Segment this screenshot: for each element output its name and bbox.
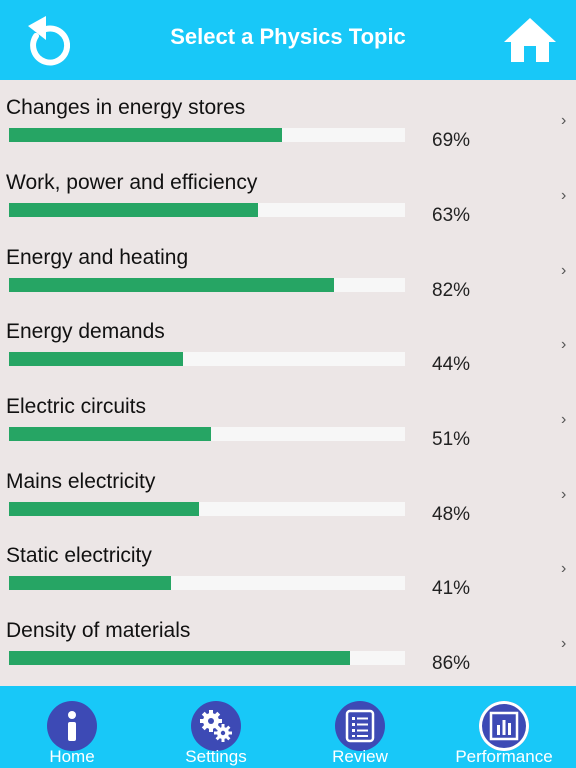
tab-label: Settings (185, 747, 247, 766)
progress-fill (9, 651, 350, 665)
topic-label: Work, power and efficiency (6, 171, 258, 194)
tab-home[interactable]: Home (12, 686, 132, 768)
topic-label: Energy and heating (6, 246, 189, 269)
topic-percent: 69% (432, 130, 471, 151)
topic-label: Mains electricity (6, 470, 156, 493)
topic-percent: 48% (432, 504, 471, 525)
progress-track (9, 128, 405, 142)
header-bar: Select a Physics Topic (0, 0, 576, 80)
topic-row[interactable]: Mains electricity 48% › (0, 460, 576, 534)
back-arrow-icon (28, 16, 71, 66)
topic-percent: 44% (432, 354, 471, 375)
topic-percent: 41% (432, 578, 471, 599)
chevron-right-icon: › (561, 187, 567, 204)
bar-chart-icon (479, 701, 529, 751)
progress-fill (9, 427, 211, 441)
topic-label: Energy demands (6, 320, 165, 343)
home-button[interactable] (502, 16, 558, 66)
progress-fill (9, 352, 184, 366)
topic-label: Changes in energy stores (6, 96, 246, 119)
progress-fill (9, 502, 200, 516)
checklist-icon (335, 701, 385, 751)
topic-row[interactable]: Energy and heating 82% › (0, 236, 576, 310)
progress-track (9, 427, 405, 441)
progress-track (9, 352, 405, 366)
topic-label: Electric circuits (6, 395, 147, 418)
chevron-right-icon: › (561, 560, 567, 577)
topic-list: Changes in energy stores 69% › Work, pow… (0, 80, 576, 686)
topic-label: Density of materials (6, 619, 191, 642)
topic-row[interactable]: Static electricity 41% › (0, 534, 576, 608)
progress-fill (9, 576, 172, 590)
home-icon (504, 18, 556, 62)
progress-track (9, 203, 405, 217)
tab-label: Home (49, 747, 95, 766)
gears-icon (191, 701, 241, 751)
tab-review[interactable]: Review (300, 686, 420, 768)
progress-track (9, 576, 405, 590)
tab-bar: Home Settings (0, 686, 576, 768)
info-icon (47, 701, 97, 751)
chevron-right-icon: › (561, 112, 567, 129)
topic-label: Static electricity (6, 544, 152, 567)
chevron-right-icon: › (561, 336, 567, 353)
progress-track (9, 651, 405, 665)
progress-fill (9, 128, 283, 142)
page-title: Select a Physics Topic (170, 24, 406, 49)
chevron-right-icon: › (561, 411, 567, 428)
topic-row[interactable]: Energy demands 44% › (0, 310, 576, 384)
topic-row[interactable]: Electric circuits 51% › (0, 385, 576, 459)
tab-settings[interactable]: Settings (156, 686, 276, 768)
topic-percent: 86% (432, 653, 471, 674)
tab-label: Performance (455, 747, 553, 766)
topic-row[interactable]: Density of materials 86% › (0, 609, 576, 683)
chevron-right-icon: › (561, 635, 567, 652)
tab-label: Review (332, 747, 388, 766)
topic-percent: 51% (432, 429, 471, 450)
topic-row[interactable]: Work, power and efficiency 63% › (0, 161, 576, 235)
chevron-right-icon: › (561, 262, 567, 279)
topic-percent: 82% (432, 280, 471, 301)
progress-fill (9, 203, 259, 217)
chevron-right-icon: › (561, 486, 567, 503)
progress-track (9, 502, 405, 516)
progress-track (9, 278, 405, 292)
topic-percent: 63% (432, 205, 471, 226)
back-button[interactable] (22, 14, 71, 66)
topic-row[interactable]: Changes in energy stores 69% › (0, 86, 576, 160)
tab-performance[interactable]: Performance (444, 686, 564, 768)
progress-fill (9, 278, 334, 292)
